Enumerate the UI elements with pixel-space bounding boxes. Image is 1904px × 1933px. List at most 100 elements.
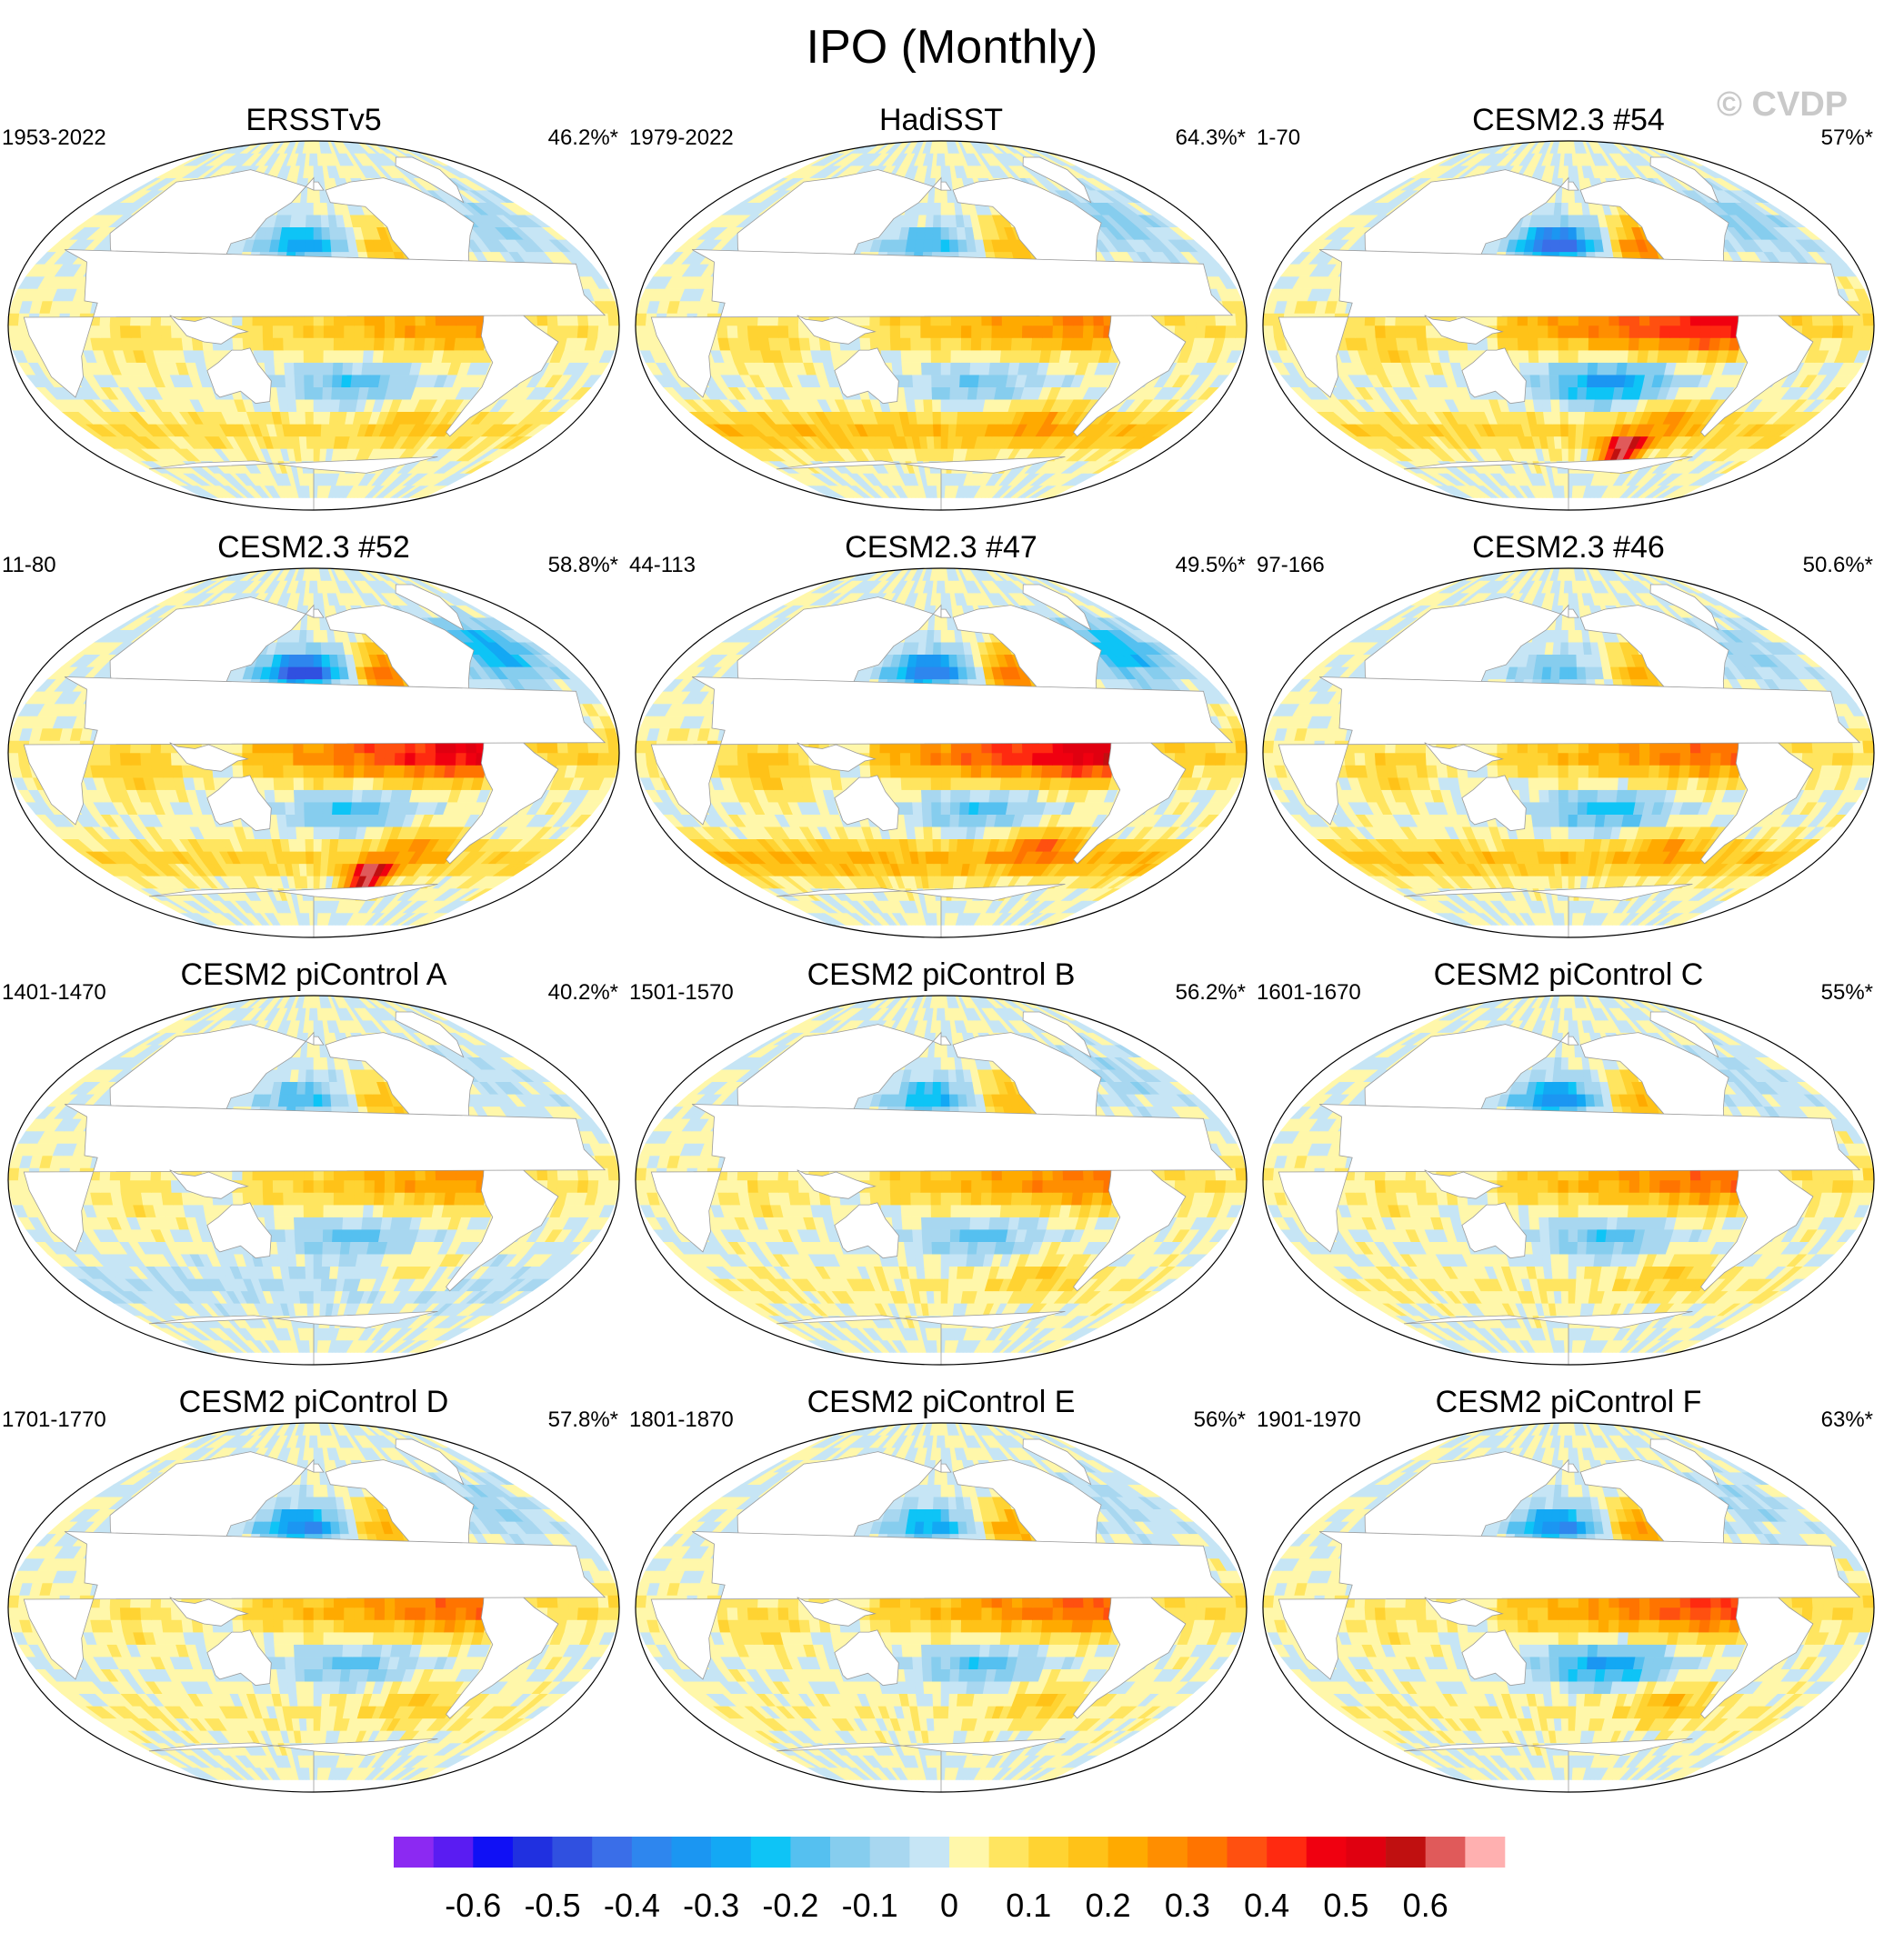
panel-variance-pct: 55%* [1821, 980, 1873, 1006]
colorbar-swatch [433, 1837, 474, 1868]
land-indonesia [797, 1597, 877, 1627]
land-australia [1461, 1202, 1527, 1259]
land-americas_s [1700, 1155, 1814, 1292]
land-australia [206, 1202, 272, 1259]
land-indonesia [169, 1597, 249, 1627]
land-africa [1278, 249, 1861, 398]
land-antarctica [776, 1738, 1066, 1792]
land-greenland [1649, 1011, 1719, 1058]
land-asia_north_edge [313, 1036, 325, 1046]
land-asia_north_edge [313, 608, 325, 618]
land-americas_s [1073, 1582, 1187, 1719]
map-border [1262, 140, 1875, 511]
robinson-map [7, 995, 620, 1366]
colorbar-swatch [1267, 1837, 1308, 1868]
robinson-map [7, 1422, 620, 1793]
land-indonesia [1424, 742, 1504, 772]
land-greenland [1022, 156, 1092, 204]
colorbar-swatch [830, 1837, 871, 1868]
robinson-map [635, 140, 1248, 511]
land-indonesia [797, 1169, 877, 1199]
colorbar-swatch [592, 1837, 633, 1868]
colorbar-swatch [1067, 1837, 1108, 1868]
panel-period: 1901-1970 [1257, 1407, 1361, 1433]
colorbar-swatch [394, 1837, 434, 1868]
land-antarctica [1403, 1738, 1693, 1792]
colorbar-swatch [1107, 1837, 1148, 1868]
land-americas_s [1073, 300, 1187, 437]
land-australia [1461, 347, 1527, 405]
robinson-map [635, 567, 1248, 938]
map-panel: CESM2 piControl E 1801-1870 56%* [627, 1384, 1255, 1811]
map-panel: ERSSTv5 1953-2022 46.2%* [0, 102, 627, 529]
panel-title: CESM2 piControl A [0, 956, 627, 993]
colorbar-tick-label: -0.1 [842, 1887, 898, 1924]
map-border [1262, 995, 1875, 1366]
land-indonesia [1424, 1597, 1504, 1627]
map-border [1262, 567, 1875, 938]
land-antarctica [1403, 884, 1693, 937]
panel-period: 1701-1770 [2, 1407, 106, 1433]
land-asia_north_edge [940, 608, 952, 618]
land-indonesia [797, 315, 877, 345]
robinson-map [7, 140, 620, 511]
panel-variance-pct: 50.6%* [1803, 553, 1873, 578]
map-panel: CESM2 piControl A 1401-1470 40.2%* [0, 956, 627, 1384]
colorbar-tick-label: -0.5 [525, 1887, 581, 1924]
land-greenland [1022, 584, 1092, 631]
land-greenland [395, 156, 465, 204]
colorbar-tick-label: 0 [940, 1887, 958, 1924]
panel-period: 1979-2022 [629, 125, 734, 151]
panel-period: 1-70 [1257, 125, 1300, 151]
land-indonesia [169, 742, 249, 772]
panel-variance-pct: 40.2%* [548, 980, 618, 1006]
land-greenland [1022, 1438, 1092, 1486]
land-americas_s [1700, 727, 1814, 865]
map-panel: CESM2 piControl F 1901-1970 63%* [1255, 1384, 1882, 1811]
land-greenland [1649, 1438, 1719, 1486]
land-africa [650, 1531, 1234, 1680]
colorbar-tick-label: 0.5 [1323, 1887, 1368, 1924]
land-antarctica [1403, 456, 1693, 510]
robinson-map [1262, 140, 1875, 511]
map-border [635, 995, 1248, 1366]
panel-period: 1401-1470 [2, 980, 106, 1006]
colorbar-swatch [1147, 1837, 1188, 1868]
sst-field [8, 141, 619, 510]
colorbar-swatch [473, 1837, 514, 1868]
land-australia [834, 347, 899, 405]
panel-variance-pct: 58.8%* [548, 553, 618, 578]
map-border [635, 567, 1248, 938]
land-australia [834, 1629, 899, 1687]
map-panel: CESM2.3 #46 97-166 50.6%* [1255, 529, 1882, 956]
land-asia_north_edge [313, 1463, 325, 1473]
panel-title: CESM2 piControl F [1255, 1384, 1882, 1420]
panel-title: CESM2.3 #54 [1255, 102, 1882, 138]
colorbar-swatch [1227, 1837, 1268, 1868]
map-border [7, 140, 620, 511]
panel-variance-pct: 56%* [1194, 1407, 1246, 1433]
land-indonesia [797, 742, 877, 772]
land-antarctica [1403, 1311, 1693, 1365]
sst-field [8, 1423, 619, 1792]
land-africa [650, 676, 1234, 826]
sst-field [1263, 1423, 1874, 1792]
map-panel: CESM2 piControl C 1601-1670 55%* [1255, 956, 1882, 1384]
land-antarctica [148, 884, 438, 937]
land-antarctica [148, 1311, 438, 1365]
colorbar-swatch [1386, 1837, 1427, 1868]
colorbar-swatch [750, 1837, 791, 1868]
robinson-map [635, 1422, 1248, 1793]
land-africa [1278, 1104, 1861, 1253]
colorbar-swatch [711, 1837, 752, 1868]
colorbar-swatch [909, 1837, 950, 1868]
land-indonesia [1424, 1169, 1504, 1199]
land-americas_s [446, 300, 559, 437]
land-asia_north_edge [1568, 181, 1579, 191]
sst-field [636, 996, 1247, 1365]
colorbar-swatch [790, 1837, 831, 1868]
land-africa [1278, 676, 1861, 826]
map-border [7, 995, 620, 1366]
land-antarctica [148, 1738, 438, 1792]
panel-period: 1801-1870 [629, 1407, 734, 1433]
